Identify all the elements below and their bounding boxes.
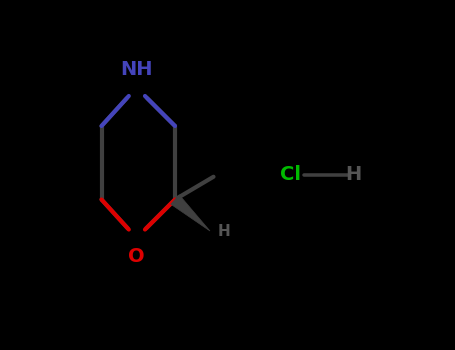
Polygon shape [171,195,210,231]
Text: O: O [128,247,145,266]
Text: Cl: Cl [280,166,301,184]
Text: H: H [217,224,230,238]
Text: NH: NH [120,60,153,79]
Text: H: H [345,166,362,184]
